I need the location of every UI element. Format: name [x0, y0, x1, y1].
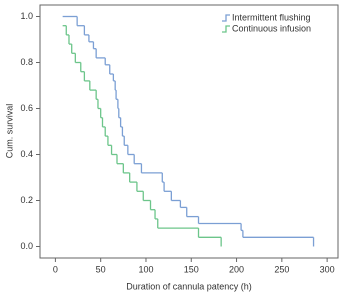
legend-label: Continuous infusion	[232, 23, 311, 33]
x-axis-label: Duration of cannula patency (h)	[126, 281, 252, 291]
legend-swatch	[222, 25, 230, 33]
x-tick-label: 300	[320, 264, 335, 274]
y-axis-label: Cum. survival	[4, 104, 14, 159]
x-tick-label: 0	[53, 264, 58, 274]
y-tick-label: 0.0	[20, 241, 33, 251]
y-tick-label: 0.8	[20, 57, 33, 67]
x-tick-label: 250	[274, 264, 289, 274]
plot-frame	[39, 4, 339, 259]
x-tick-label: 150	[184, 264, 199, 274]
legend-swatch	[222, 14, 230, 22]
legend-label: Intermittent flushing	[232, 12, 311, 22]
y-tick-label: 0.6	[20, 103, 33, 113]
x-tick-label: 200	[229, 264, 244, 274]
x-tick-label: 50	[96, 264, 106, 274]
y-tick-label: 1.0	[20, 11, 33, 21]
y-tick-label: 0.2	[20, 195, 33, 205]
x-tick-label: 100	[138, 264, 153, 274]
y-tick-label: 0.4	[20, 149, 33, 159]
